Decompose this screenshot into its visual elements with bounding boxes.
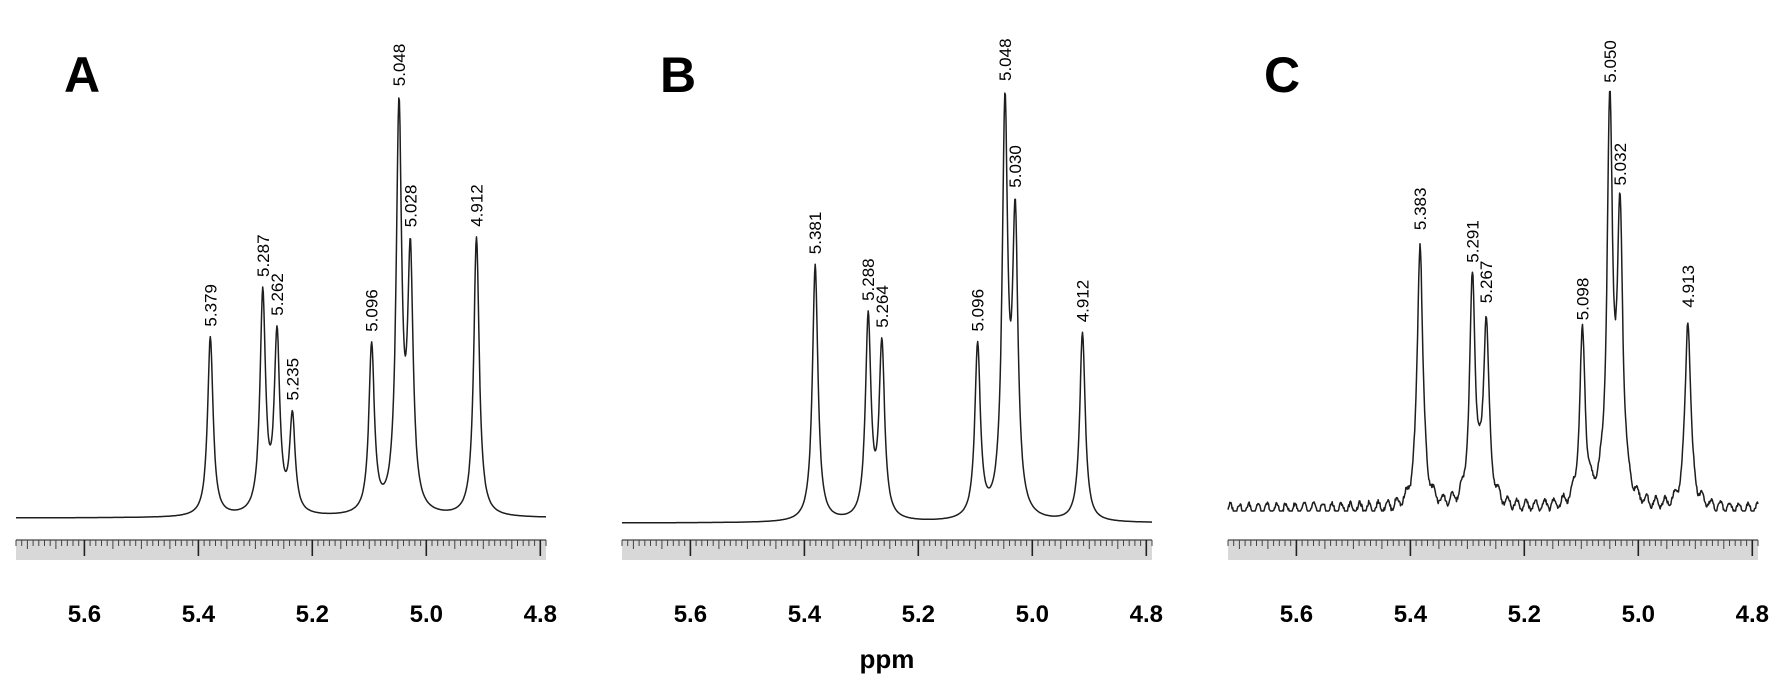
peak-label: 5.050: [1601, 40, 1620, 83]
x-tick-label: 4.8: [524, 601, 557, 628]
x-tick-label: 5.4: [1394, 601, 1428, 628]
peak-label: 5.267: [1477, 261, 1496, 304]
peak-label: 4.913: [1679, 265, 1698, 308]
x-tick-label: 4.8: [1130, 601, 1163, 628]
peak-label: 5.291: [1464, 220, 1483, 263]
peak-label: 4.912: [468, 184, 487, 227]
peak-label: 5.262: [268, 273, 287, 316]
peak-label: 5.098: [1574, 278, 1593, 321]
scale-bar: [16, 540, 546, 560]
peak-label: 5.030: [1006, 145, 1025, 188]
x-tick-label: 5.2: [902, 601, 935, 628]
peak-label: 5.383: [1411, 188, 1430, 231]
x-tick-label: 5.4: [182, 601, 216, 628]
peak-label: 5.048: [390, 44, 409, 87]
peak-label: 5.048: [996, 38, 1015, 81]
peak-label: 4.912: [1074, 280, 1093, 323]
x-tick-label: 5.6: [674, 601, 707, 628]
x-tick-label: 5.6: [68, 601, 101, 628]
peak-label: 5.381: [806, 212, 825, 255]
peak-label: 5.096: [969, 289, 988, 332]
spectrum-trace: [621, 92, 1153, 524]
x-tick-label: 5.0: [1016, 601, 1049, 628]
peak-label: 5.028: [401, 185, 420, 228]
peak-label: 5.379: [201, 284, 220, 327]
x-tick-label: 5.0: [1622, 601, 1655, 628]
x-tick-label: 5.2: [296, 601, 329, 628]
panel-letter: B: [660, 47, 696, 103]
panel-letter: A: [64, 47, 100, 103]
x-tick-label: 4.8: [1736, 601, 1769, 628]
scale-bar: [622, 540, 1152, 560]
panel-letter: C: [1264, 47, 1300, 103]
peak-label: 5.096: [363, 289, 382, 332]
peak-label: 5.235: [283, 358, 302, 401]
spectrum-trace: [1227, 90, 1759, 512]
peak-label: 5.287: [254, 234, 273, 277]
x-axis-title: ppm: [860, 644, 915, 674]
scale-bar: [1228, 540, 1758, 560]
peak-label: 5.264: [873, 285, 892, 328]
spectrum-trace: [15, 97, 547, 519]
x-tick-label: 5.6: [1280, 601, 1313, 628]
peak-label: 5.288: [859, 258, 878, 301]
x-tick-label: 5.0: [410, 601, 443, 628]
peak-label: 5.032: [1611, 143, 1630, 186]
x-tick-label: 5.2: [1508, 601, 1541, 628]
x-tick-label: 5.4: [788, 601, 822, 628]
